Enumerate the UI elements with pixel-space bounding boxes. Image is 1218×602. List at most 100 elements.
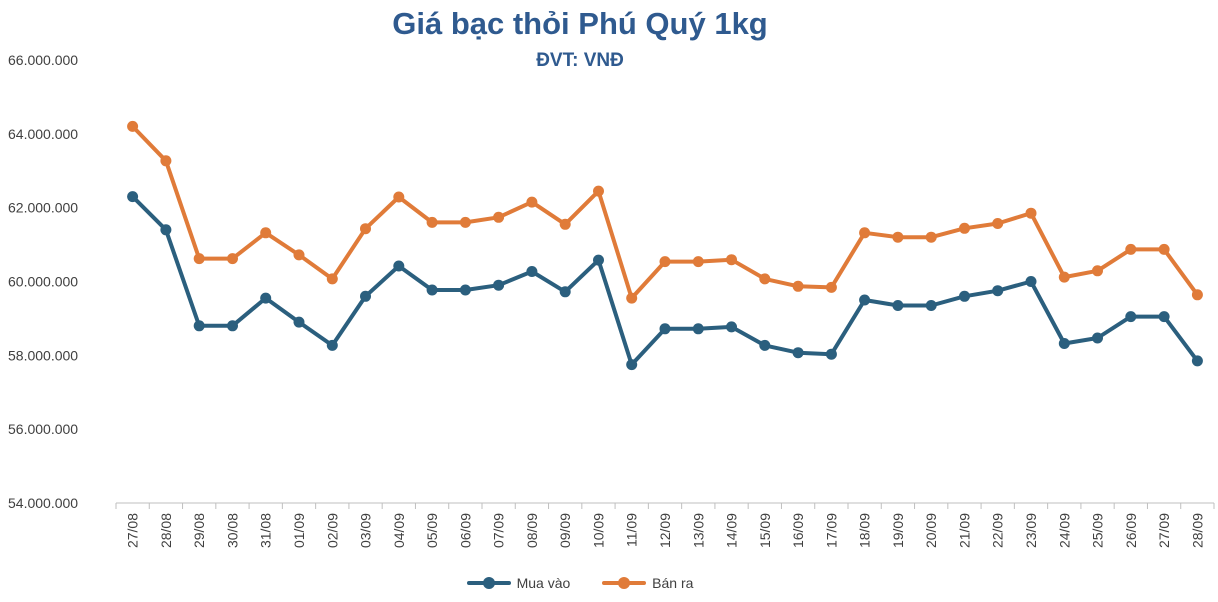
- data-point-0: [859, 294, 871, 306]
- data-point-1: [825, 281, 837, 293]
- data-point-0: [459, 284, 471, 296]
- data-point-1: [1125, 243, 1137, 255]
- data-point-0: [426, 284, 438, 296]
- data-point-1: [792, 280, 804, 292]
- data-point-0: [227, 320, 238, 332]
- data-point-0: [726, 321, 737, 333]
- data-point-1: [260, 227, 272, 239]
- x-tick-label: 07/09: [491, 513, 507, 548]
- x-tick-label: 23/09: [1023, 513, 1039, 548]
- data-point-0: [260, 292, 272, 304]
- data-point-0: [925, 300, 937, 311]
- x-tick-label: 14/09: [724, 513, 740, 548]
- data-point-0: [892, 300, 904, 311]
- data-point-1: [127, 120, 139, 132]
- x-tick-label: 26/09: [1123, 513, 1139, 548]
- y-tick-label: 66.000.000: [8, 52, 78, 68]
- data-point-1: [726, 254, 737, 266]
- x-tick-label: 08/09: [524, 513, 540, 548]
- x-tick-label: 27/09: [1156, 513, 1172, 548]
- x-tick-label: 11/09: [624, 513, 640, 547]
- x-tick-label: 10/09: [590, 513, 606, 548]
- legend: Mua vào Bán ra: [0, 572, 1160, 591]
- series-layer: [127, 120, 1203, 371]
- data-point-0: [193, 320, 205, 332]
- data-point-1: [692, 256, 704, 268]
- x-tick-label: 30/08: [224, 513, 240, 548]
- x-tick-label: 24/09: [1056, 513, 1072, 548]
- data-point-0: [692, 323, 704, 335]
- legend-item-ban-ra: Bán ra: [602, 575, 693, 591]
- data-point-1: [526, 196, 538, 208]
- data-point-1: [626, 292, 638, 304]
- data-point-0: [825, 348, 837, 360]
- x-tick-label: 03/09: [358, 513, 374, 548]
- data-point-1: [193, 253, 205, 265]
- data-point-0: [959, 290, 970, 302]
- y-tick-label: 60.000.000: [8, 274, 78, 290]
- data-point-0: [593, 254, 604, 266]
- data-point-1: [393, 191, 405, 203]
- data-point-0: [293, 316, 305, 328]
- data-point-0: [393, 260, 405, 272]
- data-point-0: [992, 285, 1004, 297]
- legend-item-mua-vao: Mua vào: [466, 575, 571, 591]
- y-tick-label: 54.000.000: [8, 495, 78, 511]
- data-point-1: [360, 223, 371, 235]
- data-point-0: [160, 224, 172, 236]
- x-tick-label: 04/09: [391, 513, 407, 548]
- data-point-0: [1125, 311, 1137, 323]
- x-tick-label: 06/09: [457, 513, 473, 548]
- x-tick-label: 21/09: [956, 513, 972, 548]
- x-tick-label: 31/08: [258, 513, 274, 548]
- chart-title: Giá bạc thỏi Phú Quý 1kg: [392, 6, 768, 41]
- x-tick-label: 15/09: [757, 513, 773, 548]
- x-tick-label: 19/09: [890, 513, 906, 548]
- legend-swatch-ban-ra: [602, 577, 647, 589]
- data-point-1: [293, 249, 305, 261]
- legend-label-mua-vao: Mua vào: [516, 575, 571, 591]
- x-tick-label: 01/09: [291, 513, 307, 548]
- x-axis: 27/08 28/08 29/08 30/08 31/08 01/09 02/09 03/09…: [115, 502, 1215, 548]
- data-point-1: [859, 227, 871, 239]
- series-line-1: [130, 124, 1200, 301]
- x-tick-label: 18/09: [857, 513, 873, 548]
- x-tick-label: 09/09: [557, 513, 573, 548]
- data-point-0: [1058, 338, 1070, 349]
- data-point-1: [1025, 207, 1037, 219]
- x-tick-label: 29/08: [191, 513, 207, 548]
- y-tick-label: 58.000.000: [8, 347, 78, 363]
- x-tick-label: 17/09: [823, 513, 839, 548]
- y-tick-label: 56.000.000: [8, 421, 78, 437]
- data-point-1: [493, 211, 505, 223]
- data-point-0: [1092, 332, 1103, 344]
- data-point-1: [559, 218, 571, 230]
- data-point-0: [1158, 311, 1170, 323]
- x-tick-label: 13/09: [690, 513, 706, 548]
- data-point-1: [227, 253, 238, 265]
- data-point-1: [1158, 243, 1170, 255]
- data-point-0: [1191, 355, 1203, 367]
- data-point-0: [559, 286, 571, 298]
- data-point-0: [626, 359, 638, 371]
- data-point-1: [892, 231, 904, 243]
- data-point-1: [1092, 265, 1103, 277]
- chart-subtitle: ĐVT: VNĐ: [536, 50, 624, 71]
- legend-swatch-mua-vao: [466, 577, 511, 589]
- data-point-0: [127, 191, 139, 203]
- data-point-0: [659, 323, 671, 335]
- data-point-0: [759, 339, 771, 351]
- data-point-1: [992, 218, 1004, 229]
- data-point-1: [1058, 271, 1070, 283]
- data-point-0: [326, 339, 338, 351]
- legend-label-ban-ra: Bán ra: [652, 575, 694, 591]
- x-tick-label: 16/09: [790, 513, 806, 548]
- x-tick-label: 05/09: [424, 513, 440, 548]
- data-point-0: [526, 266, 538, 277]
- data-point-0: [493, 279, 505, 291]
- x-tick-label: 27/08: [125, 513, 141, 548]
- data-point-1: [759, 273, 771, 285]
- data-point-1: [326, 273, 338, 285]
- data-point-0: [792, 347, 804, 359]
